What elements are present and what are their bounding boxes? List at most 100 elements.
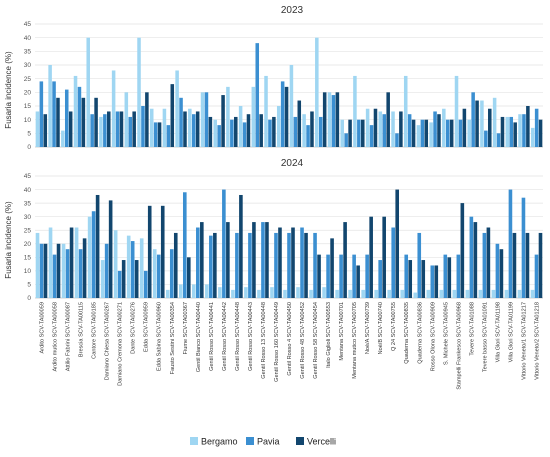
bar-pavia (522, 114, 526, 147)
bar-bergamo (322, 287, 326, 298)
bar-pavia (156, 254, 161, 298)
bar-vercelli (195, 111, 200, 147)
x-tick-label: Tevere SCV-TA01088 (469, 302, 475, 356)
bar-vercelli (239, 194, 243, 298)
bar-vercelli (317, 254, 321, 298)
legend-swatch-pavia (246, 437, 254, 445)
bar-pavia (344, 133, 348, 147)
bar-pavia (115, 111, 120, 147)
bar-pavia (521, 197, 526, 298)
bar-pavia (39, 243, 44, 298)
x-tick-label: Quaderna SCV-TA00836 (417, 302, 423, 364)
bar-vercelli (108, 200, 113, 298)
bar-bergamo (289, 65, 294, 147)
bar-vercelli (356, 265, 360, 298)
y-tick-label: 0 (27, 295, 31, 302)
bar-bergamo (429, 122, 433, 147)
bar-bergamo (426, 289, 431, 298)
bar-pavia (469, 216, 474, 298)
bar-vercelli (147, 205, 152, 298)
bar-pavia (128, 116, 133, 147)
bar-pavia (179, 97, 183, 147)
bar-pavia (280, 81, 285, 147)
bar-vercelli (395, 189, 400, 298)
panel-title-2024: 2024 (281, 158, 304, 169)
bar-bergamo (192, 284, 196, 298)
x-tick-label: Fausto Sestini SCV-TA00354 (170, 302, 176, 374)
y-tick-label: 35 (24, 49, 32, 56)
bar-bergamo (378, 111, 383, 147)
bar-pavia (248, 232, 252, 298)
x-tick-label: Gentil Rosso SCV-TA00441 (209, 302, 215, 371)
bar-vercelli (186, 257, 191, 298)
y-tick-label: 10 (24, 117, 32, 124)
bar-pavia (103, 114, 107, 147)
bar-pavia (64, 89, 69, 147)
bar-bergamo (218, 287, 222, 298)
bar-bergamo (87, 216, 92, 298)
bar-pavia (274, 232, 278, 298)
bar-bergamo (35, 232, 40, 298)
y-tick-label: 30 (24, 214, 32, 221)
y-tick-label: 45 (24, 173, 32, 180)
bar-pavia (433, 111, 437, 147)
x-tick-label: Quaderna SCV-TA00835 (404, 302, 410, 364)
x-tick-label: Gentil Rosso 4 SCV-TA00450 (287, 302, 293, 376)
bar-vercelli (500, 116, 505, 147)
bar-bergamo (152, 249, 157, 298)
bar-vercelli (107, 111, 111, 147)
bar-bergamo (439, 289, 444, 298)
bar-bergamo (139, 238, 144, 298)
bar-vercelli (538, 119, 543, 147)
bar-pavia (153, 122, 158, 147)
bar-bergamo (205, 284, 209, 298)
x-tick-label: Attilio Fabrini SCV-TA00087 (66, 302, 72, 371)
bar-bergamo (99, 116, 103, 147)
bar-vercelli (69, 227, 74, 298)
bar-bergamo (335, 289, 339, 298)
bar-pavia (52, 254, 57, 298)
bar-pavia (382, 114, 387, 147)
bar-bergamo (505, 116, 510, 147)
x-tick-label: Villa Glori SCV-TA01199 (508, 302, 514, 362)
bar-vercelli (330, 238, 334, 298)
bar-vercelli (361, 119, 365, 147)
bar-vercelli (134, 260, 139, 298)
bar-vercelli (512, 232, 517, 298)
bar-vercelli (462, 108, 467, 147)
x-tick-label: Gentil Rosso 48 SCV-TA00452 (300, 302, 306, 379)
bar-pavia (482, 232, 487, 298)
bar-vercelli (94, 97, 98, 147)
y-tick-label: 10 (24, 268, 32, 275)
category-labels-2024: Ardito SCV-TA00059 Ardito mutico SCV-TA00… (40, 302, 541, 390)
bar-vercelli (278, 227, 282, 298)
bar-bergamo (296, 287, 300, 298)
bar-pavia (130, 241, 135, 298)
y-tick-label: 15 (24, 103, 32, 110)
bar-bergamo (113, 230, 118, 298)
bar-pavia (407, 114, 412, 147)
panel-title-2023: 2023 (281, 5, 304, 16)
bar-pavia (369, 125, 374, 147)
bar-bergamo (530, 289, 535, 298)
bar-bergamo (361, 289, 365, 298)
bar-pavia (91, 211, 96, 298)
panel-2024: 2024 Fusaria incidence (%) 0 5 10 15 20 25 30 3… (4, 158, 543, 390)
x-tick-label: Tevere basso SCV-TA01091 (482, 302, 488, 372)
bar-bergamo (504, 289, 509, 298)
bar-vercelli (411, 119, 416, 147)
bar-pavia (77, 86, 82, 147)
bar-pavia (365, 254, 369, 298)
bar-pavia (496, 133, 501, 147)
bar-vercelli (160, 205, 165, 298)
bar-bergamo (226, 86, 230, 147)
bar-vercelli (488, 108, 492, 147)
bar-vercelli (297, 100, 302, 147)
bar-pavia (456, 254, 461, 298)
bar-bergamo (73, 75, 78, 147)
bar-vercelli (348, 119, 352, 147)
bar-vercelli (213, 232, 217, 298)
bar-vercelli (460, 203, 465, 298)
legend-swatch-vercelli (296, 437, 304, 445)
x-tick-label: Noè/A SCV-TA00739 (365, 302, 371, 354)
